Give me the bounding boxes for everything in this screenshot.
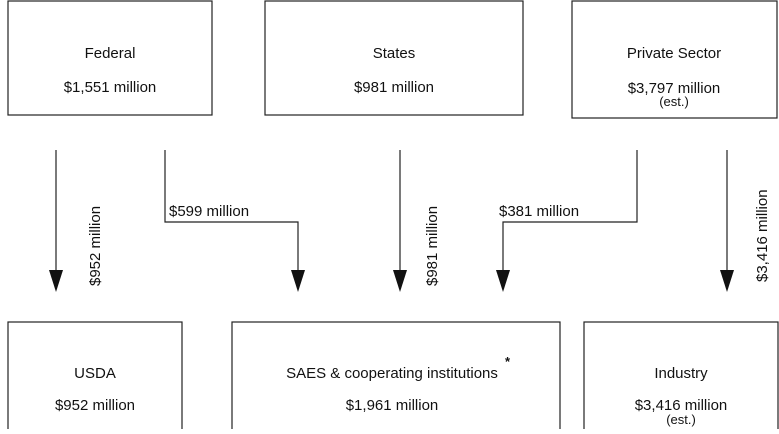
recipient-box [231,321,561,433]
footnote-mark: * [505,354,511,369]
recipient-label: SAES & cooperating institutions [286,365,498,382]
source-label: States [373,45,416,62]
flow-label: $952 million [87,206,104,286]
flow-label: $981 million [424,206,441,286]
arrow [164,150,305,292]
source-box [571,0,778,119]
source-note: (est.) [659,94,689,109]
source-label: Private Sector [627,45,721,62]
flow-label: $381 million [499,203,579,220]
recipient-box [583,321,779,433]
recipient-amount: $3,416 million [635,397,728,414]
arrow [49,150,63,292]
recipient-note: (est.) [666,412,696,427]
source-label: Federal [85,45,136,62]
recipient-amount: $1,961 million [346,397,439,414]
source-amount: $3,797 million [628,80,721,97]
recipient-amount: $952 million [55,397,135,414]
source-amount: $1,551 million [64,79,157,96]
arrow [720,150,734,292]
flow-label: $599 million [169,203,249,220]
source-amount: $981 million [354,79,434,96]
recipient-label: USDA [74,365,116,382]
recipient-box [7,321,183,433]
recipient-label: Industry [654,365,708,382]
arrow [496,150,638,292]
arrow [393,150,407,292]
source-box [7,0,213,116]
source-box [264,0,524,116]
flow-label: $3,416 million [754,189,771,282]
